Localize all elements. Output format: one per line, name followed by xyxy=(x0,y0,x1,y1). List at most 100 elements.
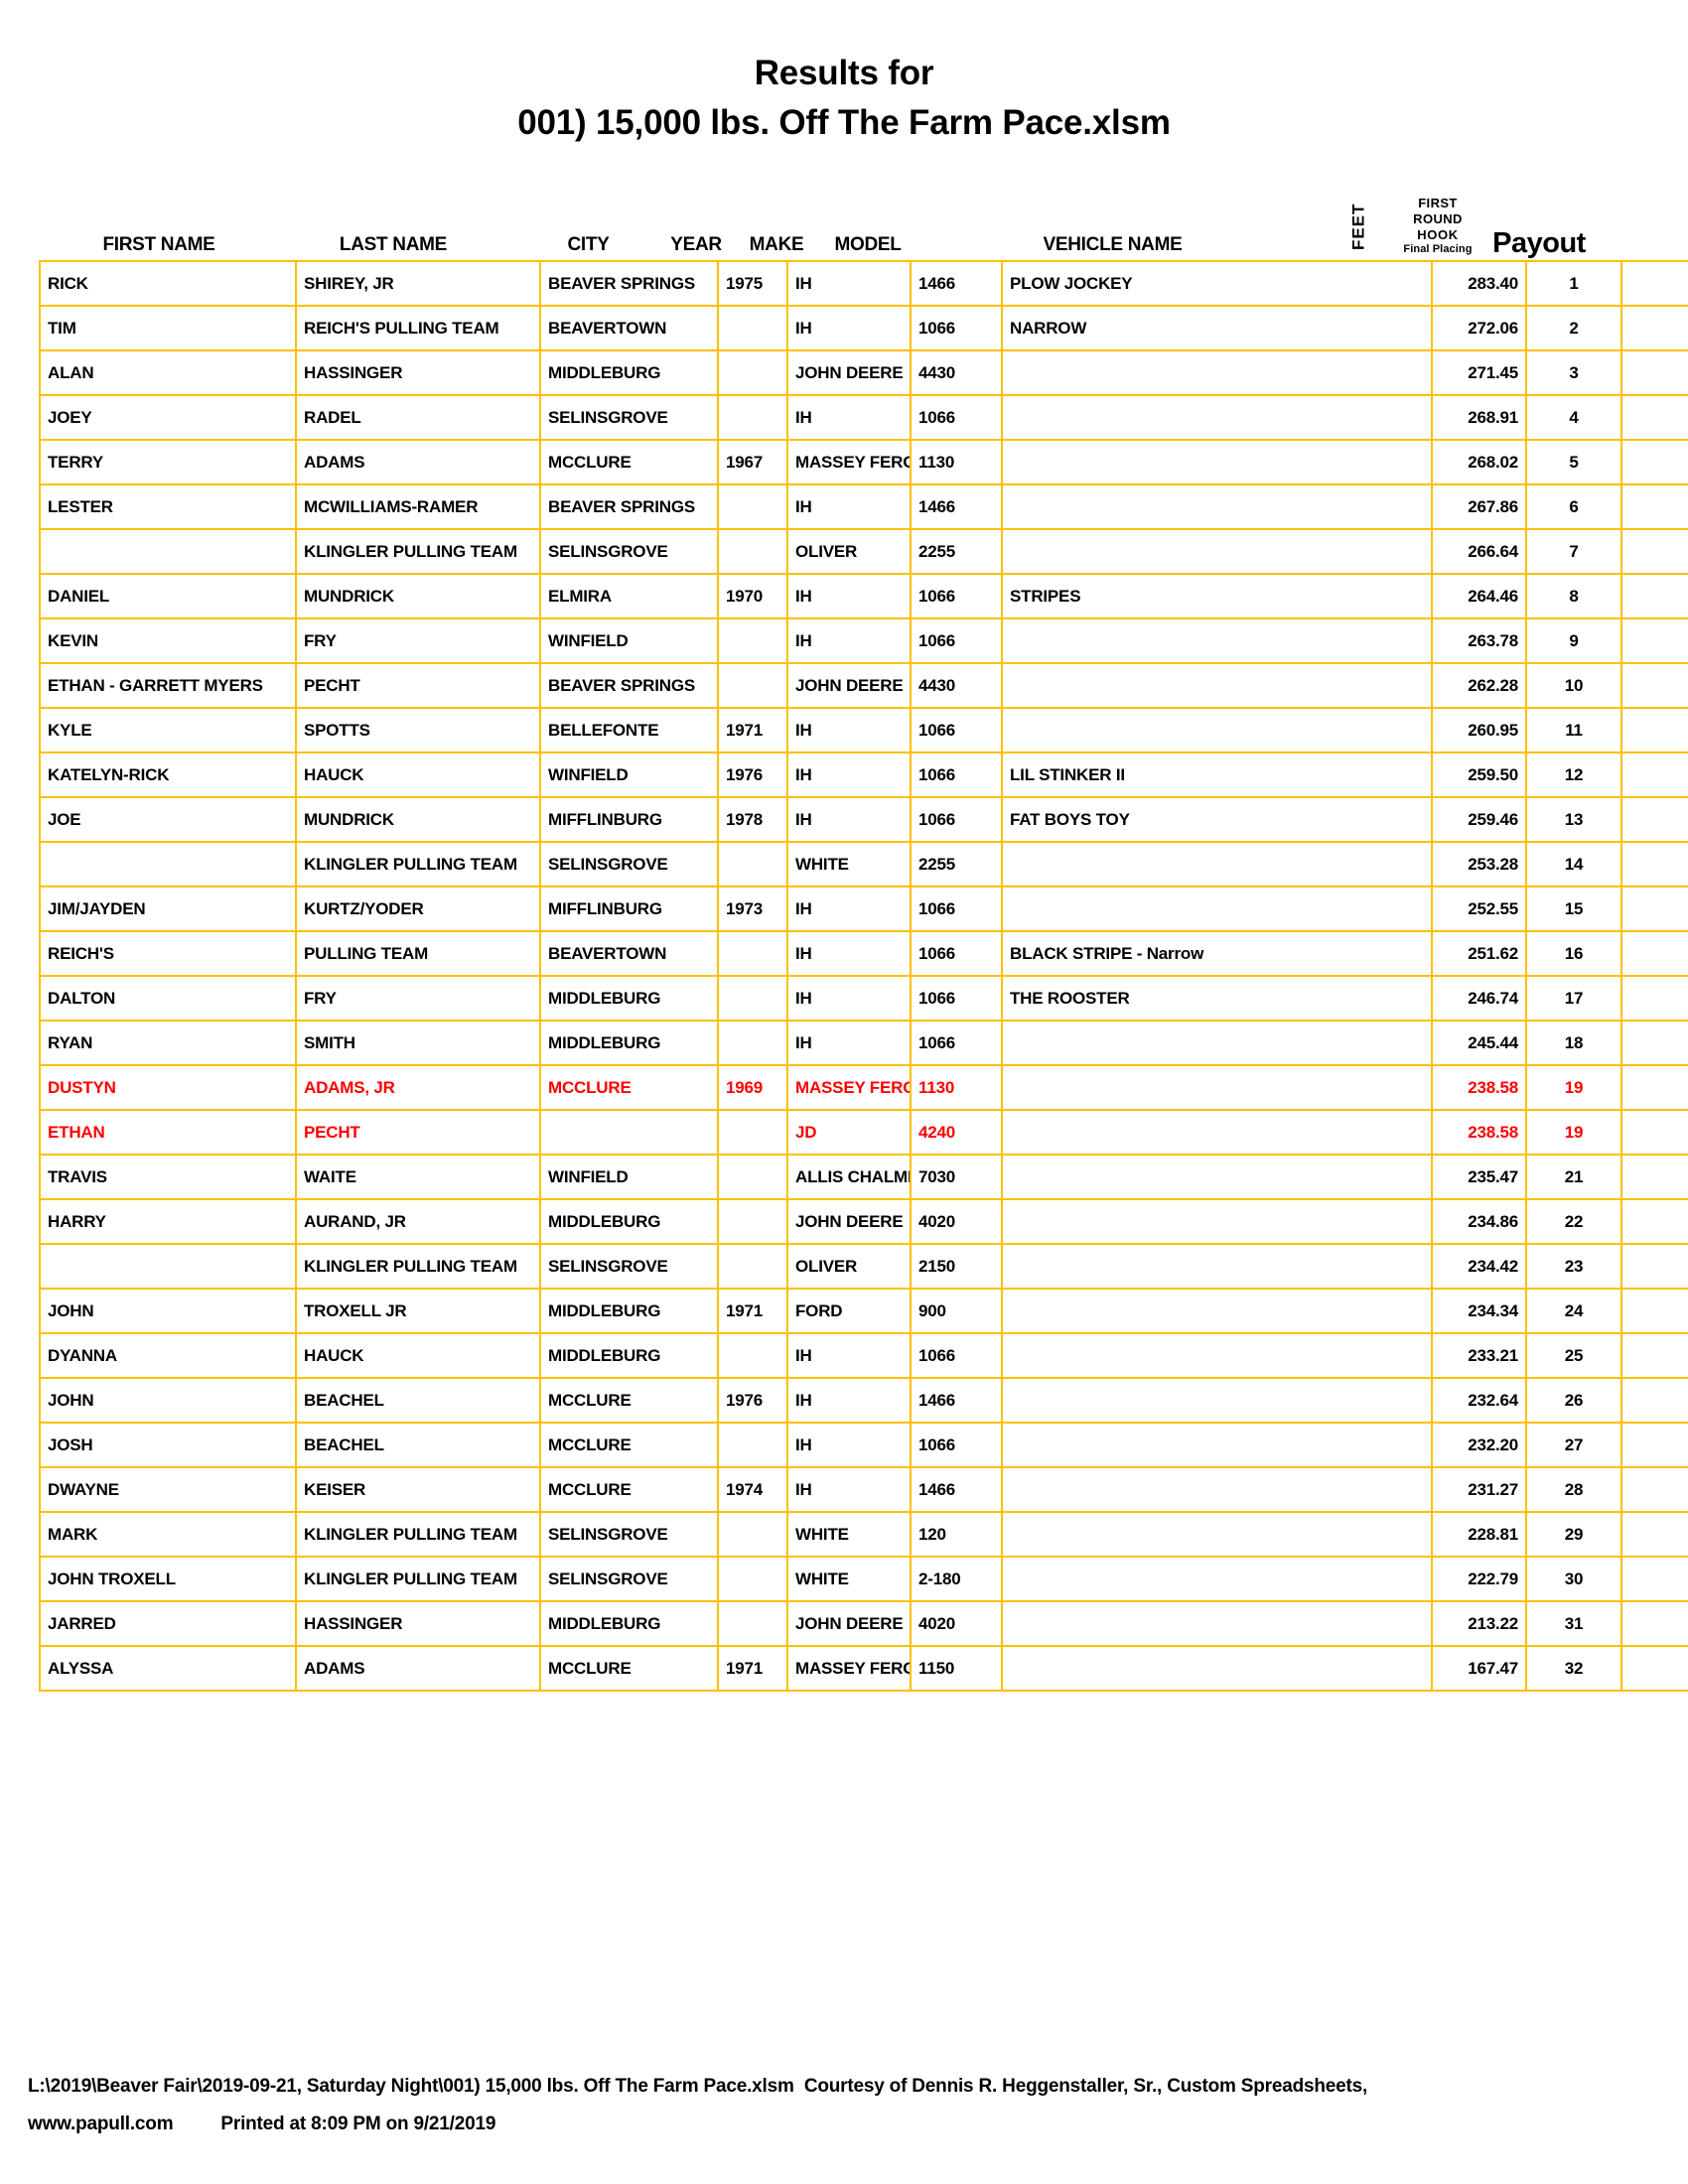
cell-final-placing: 9 xyxy=(1525,617,1622,664)
header-vehicle-name: VEHICLE NAME xyxy=(1043,234,1183,255)
cell-make: JD xyxy=(786,1109,912,1156)
cell-city: MIDDLEBURG xyxy=(539,1600,719,1647)
cell-final-placing: 24 xyxy=(1525,1288,1622,1334)
footer-print-line: www.papull.com Printed at 8:09 PM on 9/21… xyxy=(28,2106,1666,2143)
cell-model: 7030 xyxy=(910,1154,1003,1200)
table-row: JARRED HASSINGER MIDDLEBURG JOHN DEERE 4020 2… xyxy=(39,1600,1688,1647)
cell-city: MIDDLEBURG xyxy=(539,1332,719,1379)
table-row: JOHN TROXELL JR MIDDLEBURG 1971 FORD 900 234.3… xyxy=(39,1288,1688,1334)
cell-last-name: HAUCK xyxy=(295,751,541,798)
cell-final-placing: 19 xyxy=(1525,1064,1622,1111)
table-row: REICH'S PULLING TEAM BEAVERTOWN IH 1066 BLACK… xyxy=(39,930,1688,977)
cell-model: 4240 xyxy=(910,1109,1003,1156)
cell-city xyxy=(539,1109,719,1156)
cell-feet: 283.40 xyxy=(1431,260,1527,307)
cell-last-name: BEACHEL xyxy=(295,1377,541,1424)
cell-final-placing: 19 xyxy=(1525,1109,1622,1156)
cell-final-placing: 26 xyxy=(1525,1377,1622,1424)
cell-last-name: PECHT xyxy=(295,1109,541,1156)
cell-year: 1978 xyxy=(717,796,788,843)
cell-year xyxy=(717,349,788,396)
cell-make: IH xyxy=(786,483,912,530)
cell-year xyxy=(717,930,788,977)
cell-final-placing: 30 xyxy=(1525,1556,1622,1602)
cell-first-name: ETHAN - GARRETT MYERS xyxy=(39,662,297,709)
cell-last-name: KLINGLER PULLING TEAM xyxy=(295,841,541,887)
cell-city: MCCLURE xyxy=(539,1064,719,1111)
cell-first-name: DUSTYN xyxy=(39,1064,297,1111)
cell-first-name: TIM xyxy=(39,305,297,351)
cell-payout: $0.00 xyxy=(1620,1064,1688,1111)
title-line-2: 001) 15,000 lbs. Off The Farm Pace.xlsm xyxy=(517,103,1171,142)
cell-first-name: ETHAN xyxy=(39,1109,297,1156)
cell-model: 1466 xyxy=(910,483,1003,530)
cell-last-name: BEACHEL xyxy=(295,1422,541,1468)
cell-payout: $0.00 xyxy=(1620,1466,1688,1513)
cell-city: MCCLURE xyxy=(539,1645,719,1692)
cell-model: 1066 xyxy=(910,305,1003,351)
cell-vehicle-name xyxy=(1001,1556,1433,1602)
make-text: ALLIS CHALMERS xyxy=(795,1166,909,1186)
cell-model: 1066 xyxy=(910,930,1003,977)
cell-model: 1466 xyxy=(910,260,1003,307)
cell-final-placing: 31 xyxy=(1525,1600,1622,1647)
table-row: KLINGLER PULLING TEAM SELINSGROVE OLIVER 22… xyxy=(39,528,1688,575)
cell-last-name: KLINGLER PULLING TEAM xyxy=(295,1511,541,1558)
cell-vehicle-name xyxy=(1001,617,1433,664)
cell-feet: 271.45 xyxy=(1431,349,1527,396)
make-text: MASSEY FERGUSON xyxy=(795,1658,909,1678)
cell-final-placing: 23 xyxy=(1525,1243,1622,1290)
cell-last-name: TROXELL JR xyxy=(295,1288,541,1334)
cell-last-name: SHIREY, JR xyxy=(295,260,541,307)
cell-vehicle-name xyxy=(1001,707,1433,753)
cell-make: IH xyxy=(786,394,912,441)
cell-last-name: MUNDRICK xyxy=(295,796,541,843)
cell-city: WINFIELD xyxy=(539,1154,719,1200)
cell-final-placing: 21 xyxy=(1525,1154,1622,1200)
cell-city: MIDDLEBURG xyxy=(539,349,719,396)
cell-payout: $0.00 xyxy=(1620,1154,1688,1200)
cell-model: 4020 xyxy=(910,1198,1003,1245)
cell-city: WINFIELD xyxy=(539,617,719,664)
cell-city: BEAVER SPRINGS xyxy=(539,662,719,709)
header-city: CITY xyxy=(567,234,610,255)
make-text: IH xyxy=(795,720,812,740)
cell-final-placing: 16 xyxy=(1525,930,1622,977)
cell-first-name: JOE xyxy=(39,796,297,843)
cell-first-name: JOEY xyxy=(39,394,297,441)
cell-first-name: ALAN xyxy=(39,349,297,396)
cell-payout: $0.00 xyxy=(1620,796,1688,843)
cell-feet: 264.46 xyxy=(1431,573,1527,619)
cell-year xyxy=(717,394,788,441)
cell-feet: 267.86 xyxy=(1431,483,1527,530)
header-placing-line-2: HOOK xyxy=(1417,227,1459,242)
make-text: IH xyxy=(795,1345,812,1365)
cell-first-name: DANIEL xyxy=(39,573,297,619)
cell-final-placing: 4 xyxy=(1525,394,1622,441)
make-text: MASSEY FERGUSON xyxy=(795,1077,909,1097)
cell-payout: $10.00 xyxy=(1620,483,1688,530)
cell-make: IH xyxy=(786,707,912,753)
header-placing-line-1: FIRST ROUND xyxy=(1413,195,1463,226)
cell-model: 2150 xyxy=(910,1243,1003,1290)
cell-make: IH xyxy=(786,1422,912,1468)
cell-first-name: HARRY xyxy=(39,1198,297,1245)
cell-last-name: ADAMS xyxy=(295,439,541,485)
table-row: ALAN HASSINGER MIDDLEBURG JOHN DEERE 4430 271… xyxy=(39,349,1688,396)
cell-make: WHITE xyxy=(786,841,912,887)
cell-city: BELLEFONTE xyxy=(539,707,719,753)
cell-vehicle-name xyxy=(1001,439,1433,485)
cell-final-placing: 12 xyxy=(1525,751,1622,798)
cell-model: 2255 xyxy=(910,841,1003,887)
cell-final-placing: 17 xyxy=(1525,975,1622,1022)
cell-year xyxy=(717,305,788,351)
cell-vehicle-name xyxy=(1001,1600,1433,1647)
cell-first-name xyxy=(39,528,297,575)
cell-last-name: PULLING TEAM xyxy=(295,930,541,977)
table-row: TIM REICH'S PULLING TEAM BEAVERTOWN IH 1066 N… xyxy=(39,305,1688,351)
cell-payout: $0.00 xyxy=(1620,1198,1688,1245)
cell-make: OLIVER xyxy=(786,1243,912,1290)
cell-last-name: REICH'S PULLING TEAM xyxy=(295,305,541,351)
cell-payout: $50.00 xyxy=(1620,349,1688,396)
